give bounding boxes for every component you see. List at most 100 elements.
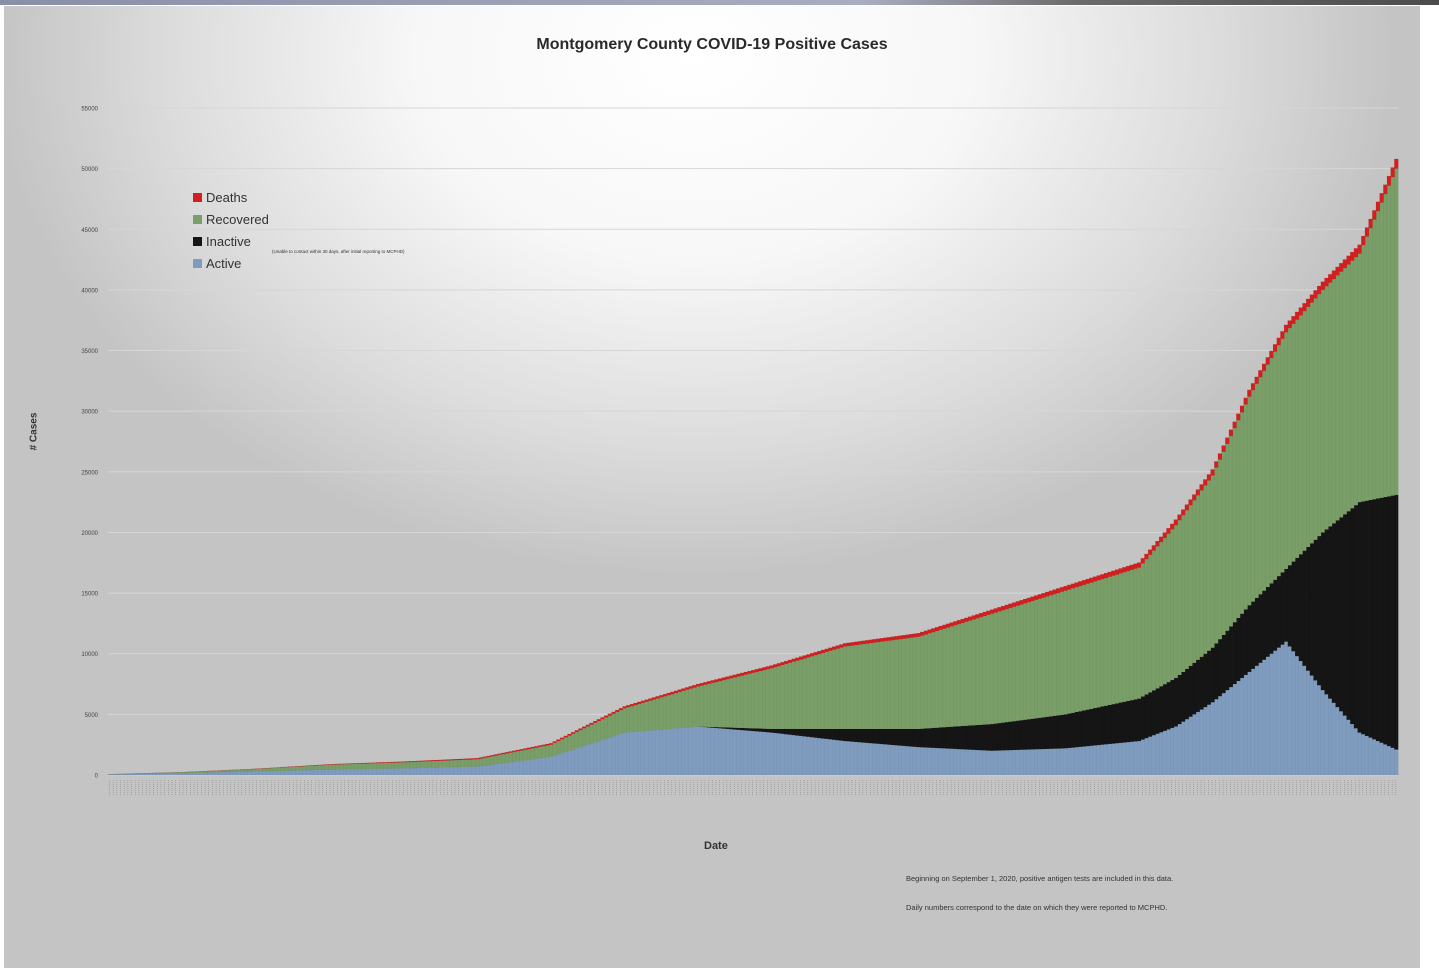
bar-inactive [872, 728, 877, 744]
bar-recovered [457, 759, 462, 768]
bar-inactive [857, 728, 862, 743]
bar-recovered [225, 770, 230, 773]
bar-recovered [934, 630, 940, 728]
bar-active [1059, 748, 1064, 776]
bar-recovered [181, 772, 186, 774]
bar-recovered [1173, 525, 1178, 679]
bar-active [1173, 726, 1178, 776]
bar-inactive [1070, 712, 1076, 748]
bar-deaths [335, 763, 340, 765]
bar-deaths [872, 639, 877, 643]
bar-deaths [681, 688, 686, 691]
bar-active [207, 772, 212, 776]
bar-recovered [240, 769, 245, 772]
bar-inactive [1147, 692, 1153, 737]
bar-recovered [1081, 584, 1087, 711]
bar-deaths [423, 760, 429, 762]
bar-recovered [306, 765, 311, 771]
bar-deaths [717, 678, 723, 682]
series-recovered [107, 168, 1399, 775]
bar-active [1203, 706, 1208, 776]
bar-inactive [1026, 719, 1031, 750]
bar-active [813, 737, 818, 776]
bar-deaths [1056, 588, 1061, 594]
bar-inactive [953, 726, 958, 750]
bar-active [875, 743, 881, 776]
bar-deaths [332, 763, 337, 765]
bar-inactive [920, 728, 925, 748]
bar-active [629, 731, 634, 776]
bar-recovered [1342, 267, 1347, 515]
bar-recovered [269, 767, 274, 772]
bar-active [313, 769, 318, 776]
bar-inactive [1217, 639, 1223, 697]
bar-active [357, 768, 363, 776]
bar-active [545, 757, 550, 776]
bar-active [923, 747, 929, 776]
bar-active [1114, 743, 1120, 776]
bar-recovered [648, 700, 653, 731]
bar-inactive [758, 728, 763, 732]
bar-recovered [740, 675, 745, 729]
bar-recovered [1147, 554, 1153, 693]
bar-deaths [626, 705, 631, 708]
bar-deaths [515, 749, 521, 752]
bar-deaths [1298, 307, 1303, 316]
bar-inactive [964, 725, 969, 750]
bar-inactive [1184, 668, 1189, 720]
bar-active [324, 769, 329, 776]
bar-inactive [850, 728, 855, 742]
bar-active [1111, 743, 1116, 776]
bar-recovered [504, 753, 510, 763]
bar-deaths [493, 754, 499, 756]
bar-deaths [460, 758, 465, 760]
bar-recovered [1011, 606, 1017, 722]
bar-recovered [890, 640, 895, 730]
bar-recovered [1170, 529, 1175, 681]
bar-inactive [802, 728, 807, 737]
bar-recovered [615, 711, 620, 736]
bar-deaths [1383, 184, 1388, 195]
bar-active [1291, 651, 1296, 776]
bar-recovered [1037, 598, 1042, 718]
bar-recovered [1118, 573, 1123, 703]
bar-recovered [1280, 338, 1285, 573]
bar-recovered [427, 761, 432, 768]
bar-recovered [273, 767, 278, 772]
bar-recovered [214, 770, 219, 773]
bar-deaths [405, 761, 410, 763]
bar-inactive [1313, 539, 1318, 681]
bar-active [148, 773, 153, 776]
bar-inactive [842, 728, 848, 742]
bar-recovered [1056, 592, 1061, 716]
bar-recovered [975, 618, 980, 726]
bar-recovered [442, 760, 447, 768]
bar-deaths [479, 757, 484, 759]
bar-recovered [1041, 597, 1046, 718]
bar-recovered [1177, 520, 1182, 676]
bar-inactive [1081, 710, 1087, 747]
bar-recovered [1214, 467, 1219, 644]
bar-deaths [809, 653, 815, 657]
bar-active [780, 733, 785, 776]
bar-active [927, 747, 932, 776]
bar-recovered [1136, 567, 1142, 699]
bar-active [295, 770, 300, 776]
bar-active [956, 748, 962, 776]
bar-deaths [596, 719, 601, 722]
bar-active [732, 729, 737, 776]
bar-active [1037, 749, 1042, 776]
bar-active [1078, 746, 1083, 776]
bar-deaths [548, 743, 554, 745]
bar-active [1320, 689, 1325, 776]
bar-active [376, 768, 381, 776]
bar-deaths [813, 652, 818, 656]
bar-active [1045, 748, 1050, 776]
bar-recovered [1217, 459, 1223, 640]
bar-active [291, 770, 296, 776]
bar-deaths [1350, 251, 1355, 261]
legend-item-recovered: Recovered [193, 208, 269, 230]
bar-deaths [354, 763, 359, 764]
bar-inactive [1059, 714, 1064, 749]
bar-deaths [416, 760, 421, 762]
